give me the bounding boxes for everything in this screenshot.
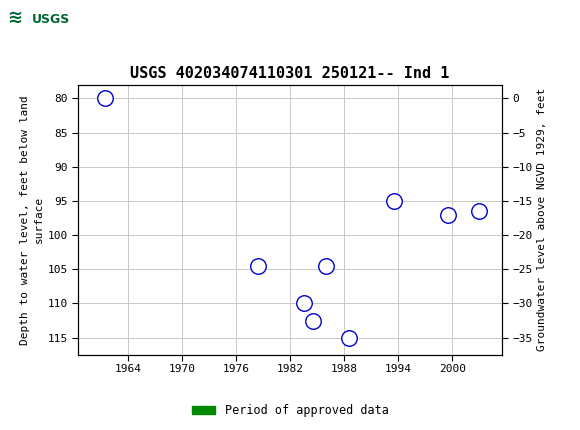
Point (344, 334, 353, 341)
Legend: Period of approved data: Period of approved data (187, 399, 393, 422)
FancyBboxPatch shape (3, 3, 70, 37)
Point (474, 208, 484, 215)
Point (101, 95, 110, 102)
Point (299, 300, 308, 307)
Point (254, 262, 263, 269)
Title: USGS 402034074110301 250121-- Ind 1: USGS 402034074110301 250121-- Ind 1 (130, 66, 450, 81)
Y-axis label: Depth to water level, feet below land
surface: Depth to water level, feet below land su… (20, 95, 44, 344)
Point (389, 197, 398, 204)
Text: ≋: ≋ (8, 9, 23, 27)
Point (321, 262, 331, 269)
Text: USGS: USGS (32, 13, 70, 26)
Point (308, 317, 317, 324)
Point (443, 211, 452, 218)
Y-axis label: Groundwater level above NGVD 1929, feet: Groundwater level above NGVD 1929, feet (536, 88, 546, 351)
